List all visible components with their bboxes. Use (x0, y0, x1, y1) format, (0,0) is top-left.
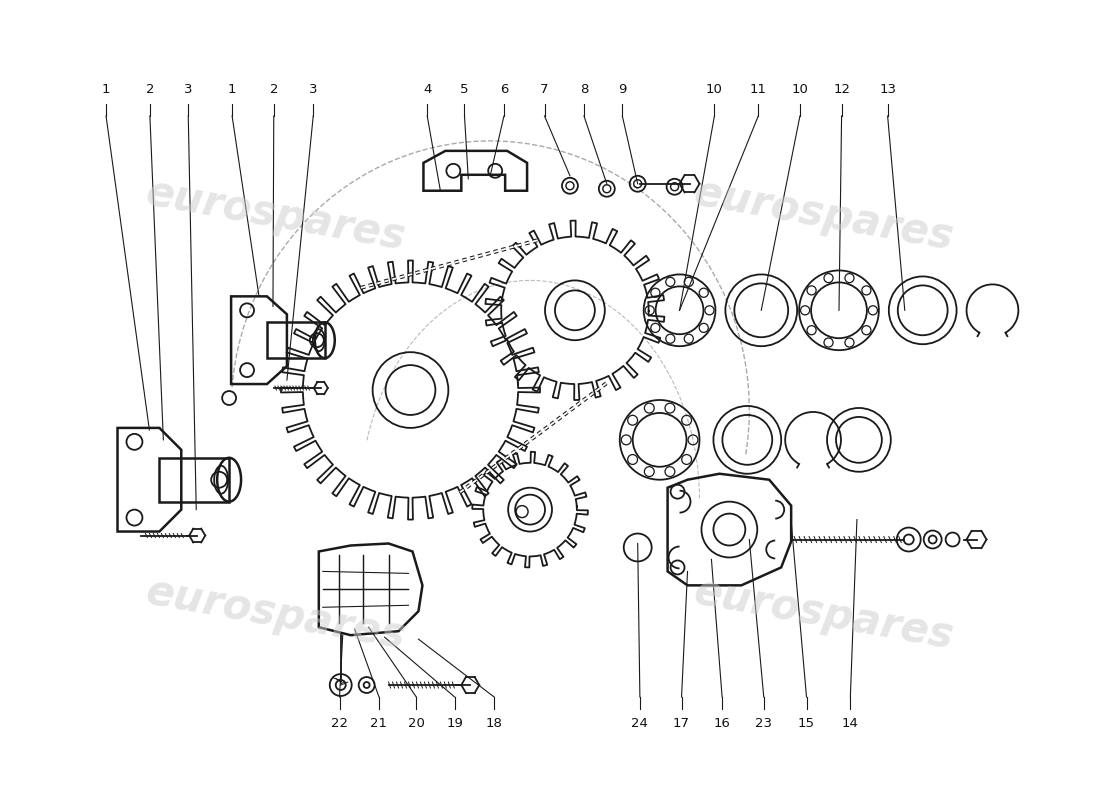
Text: 22: 22 (331, 718, 348, 730)
Text: 18: 18 (486, 718, 503, 730)
Text: 20: 20 (408, 718, 425, 730)
Text: 1: 1 (228, 82, 236, 95)
Text: 3: 3 (184, 82, 192, 95)
Text: 17: 17 (673, 718, 690, 730)
Text: eurospares: eurospares (691, 570, 957, 658)
Text: 24: 24 (631, 718, 648, 730)
Text: 14: 14 (842, 718, 859, 730)
Text: 19: 19 (447, 718, 463, 730)
Text: 4: 4 (424, 82, 431, 95)
Text: 11: 11 (750, 82, 767, 95)
Text: 15: 15 (798, 718, 815, 730)
Text: 13: 13 (879, 82, 896, 95)
Text: 3: 3 (309, 82, 318, 95)
Text: 10: 10 (792, 82, 808, 95)
Text: 10: 10 (706, 82, 723, 95)
Bar (160, 458, 229, 502)
Text: 6: 6 (499, 82, 508, 95)
Text: 21: 21 (371, 718, 387, 730)
Text: 23: 23 (756, 718, 772, 730)
Text: eurospares: eurospares (143, 172, 409, 259)
Text: 16: 16 (714, 718, 730, 730)
Text: 2: 2 (270, 82, 278, 95)
Text: 5: 5 (460, 82, 469, 95)
Text: 8: 8 (580, 82, 588, 95)
Text: 7: 7 (540, 82, 549, 95)
Text: eurospares: eurospares (143, 570, 409, 658)
Text: 12: 12 (833, 82, 850, 95)
Text: eurospares: eurospares (691, 172, 957, 259)
Bar (267, 322, 324, 358)
Text: 9: 9 (618, 82, 627, 95)
Text: 2: 2 (145, 82, 154, 95)
Text: 1: 1 (102, 82, 110, 95)
